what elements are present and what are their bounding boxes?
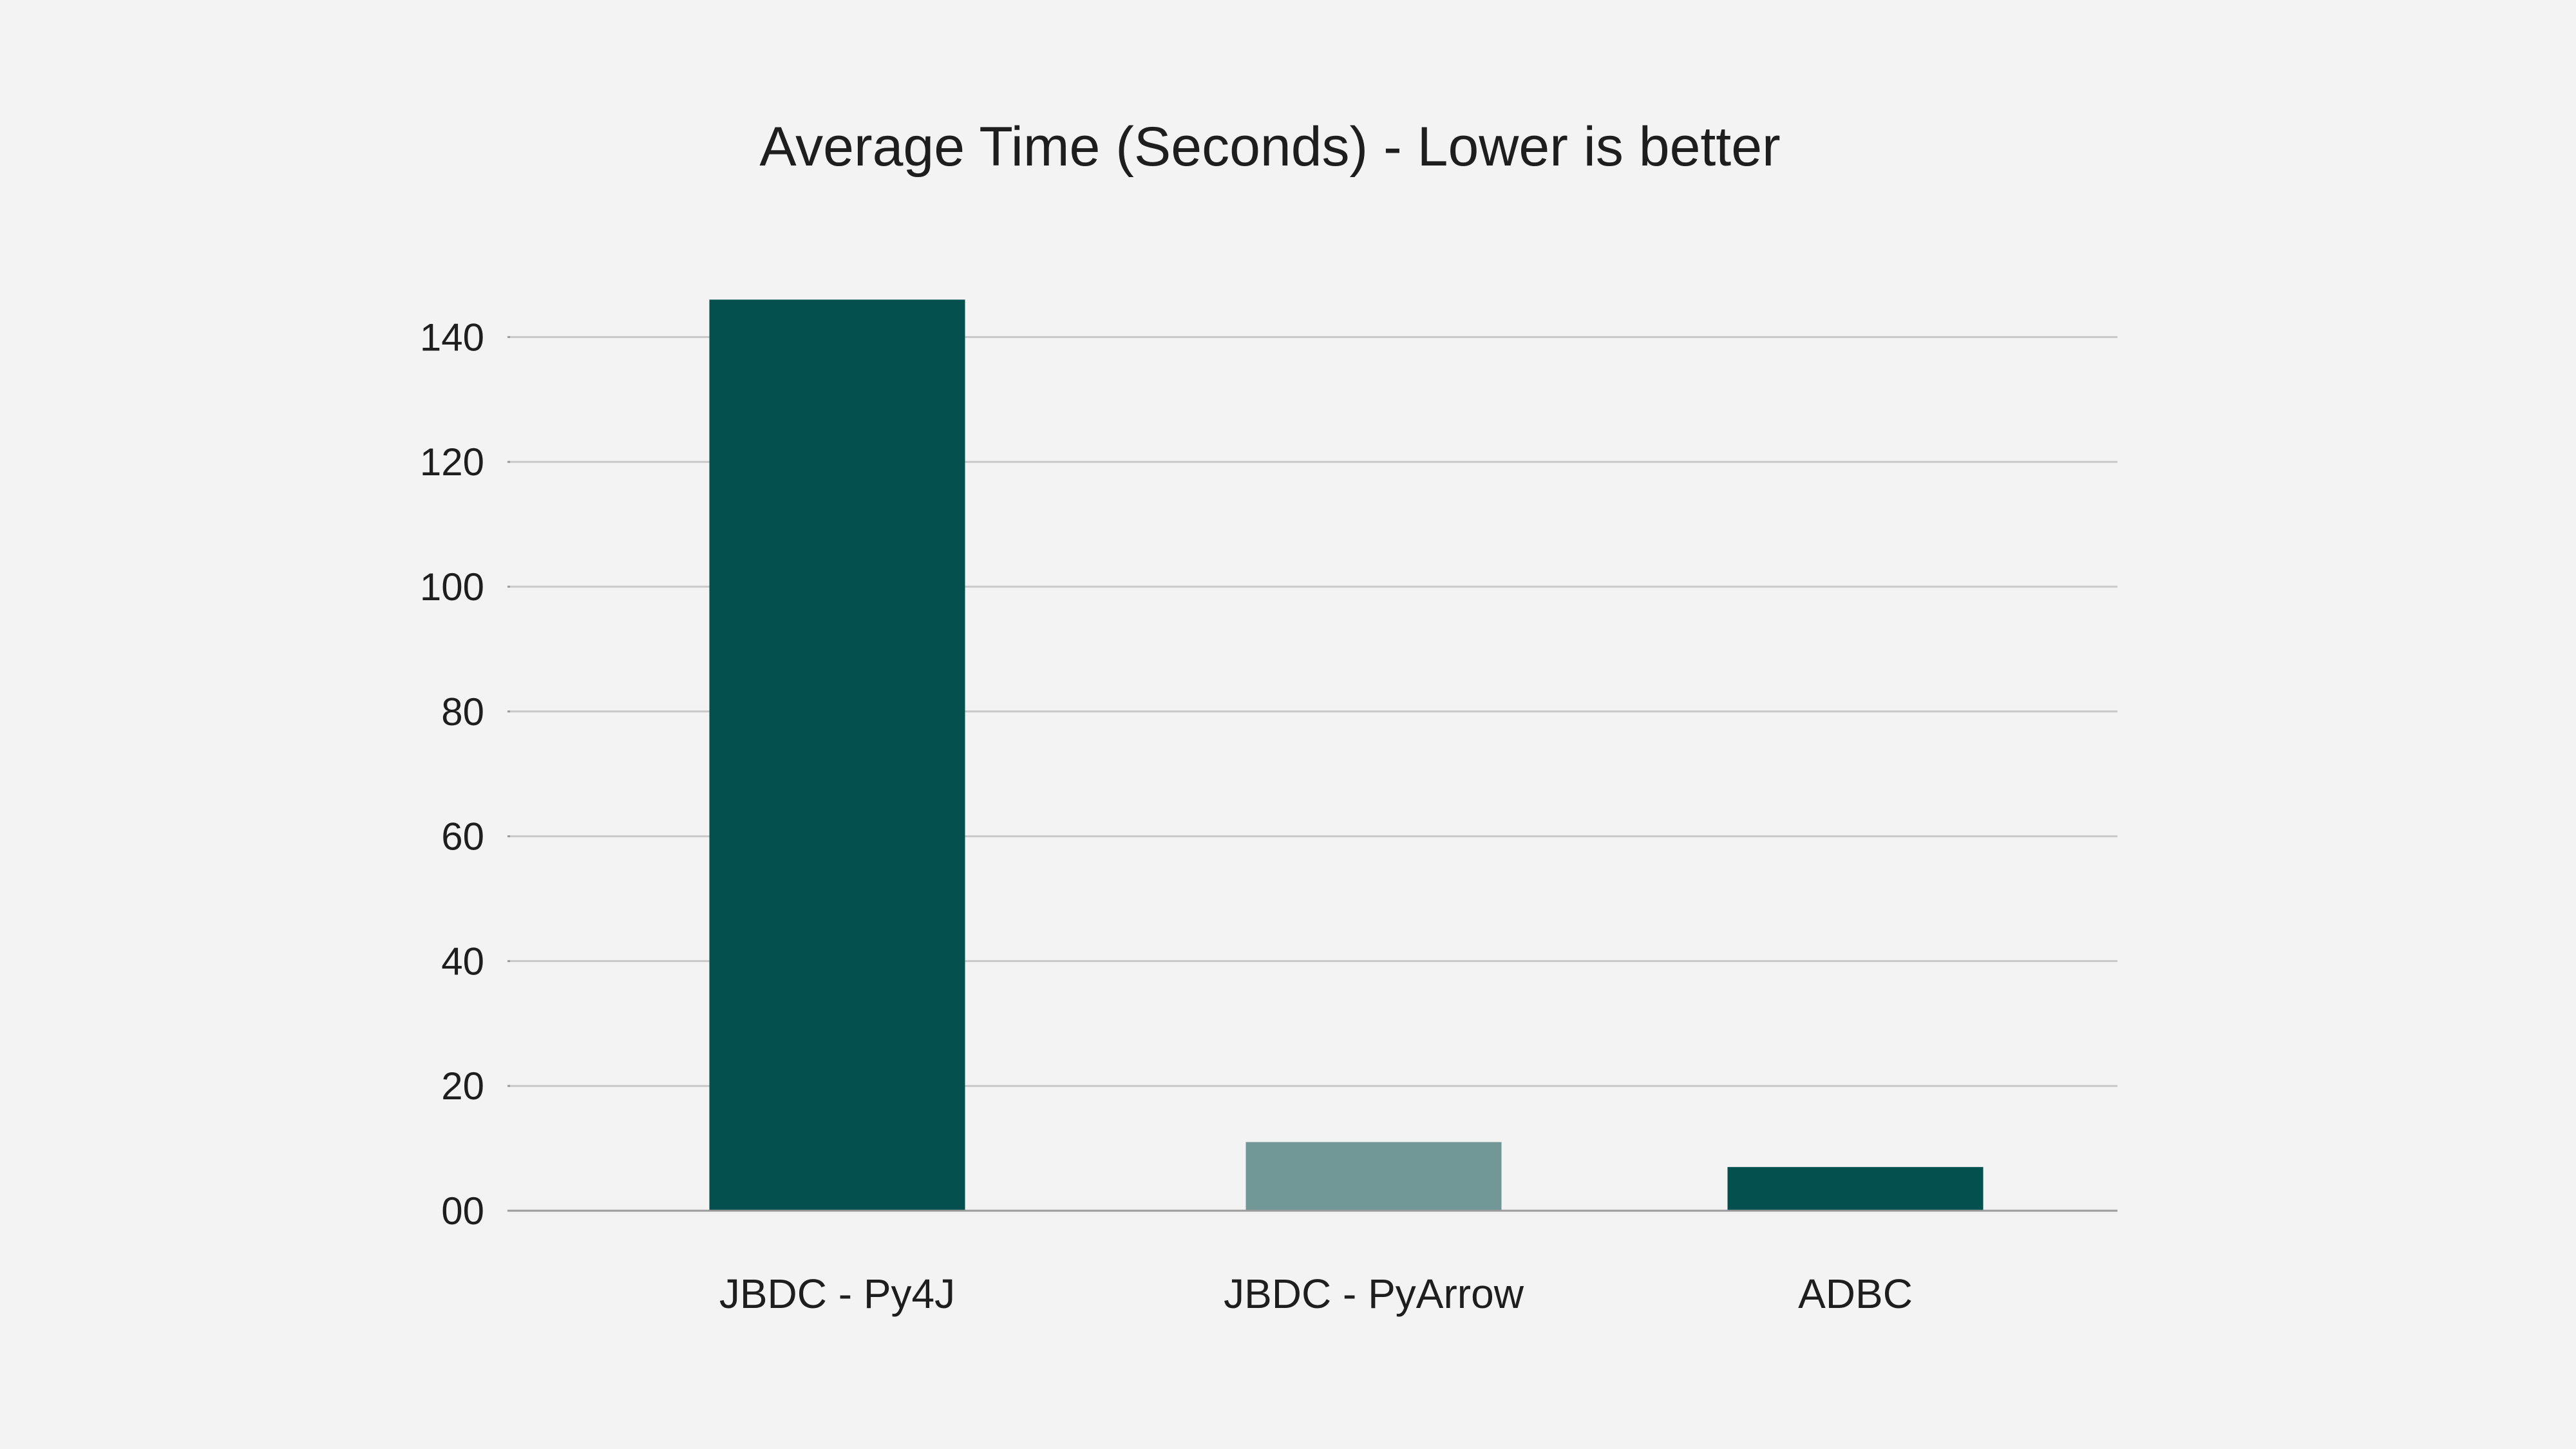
y-tick-label: 80: [441, 690, 484, 734]
y-tick-label: 20: [441, 1065, 484, 1108]
y-axis: 00 20 40 60 80 100 120 140: [420, 316, 510, 1233]
y-tick-label: 140: [420, 316, 484, 359]
y-tick-label: 60: [441, 815, 484, 858]
y-tick-label: 40: [441, 940, 484, 983]
y-tick-label: 120: [420, 440, 484, 484]
x-tick-label: JBDC - PyArrow: [1224, 1271, 1524, 1317]
bar: [709, 299, 965, 1211]
bar: [1245, 1142, 1502, 1211]
y-tick-label: 00: [441, 1189, 484, 1233]
chart-title: Average Time (Seconds) - Lower is better: [759, 116, 1780, 178]
y-tick-label: 100: [420, 565, 484, 609]
x-tick-label: JBDC - Py4J: [719, 1271, 955, 1317]
x-tick-label: ADBC: [1798, 1271, 1913, 1317]
category-labels: JBDC - Py4J JBDC - PyArrow ADBC: [719, 1271, 1913, 1317]
bar: [1727, 1167, 1984, 1211]
bar-series: [709, 299, 1984, 1211]
